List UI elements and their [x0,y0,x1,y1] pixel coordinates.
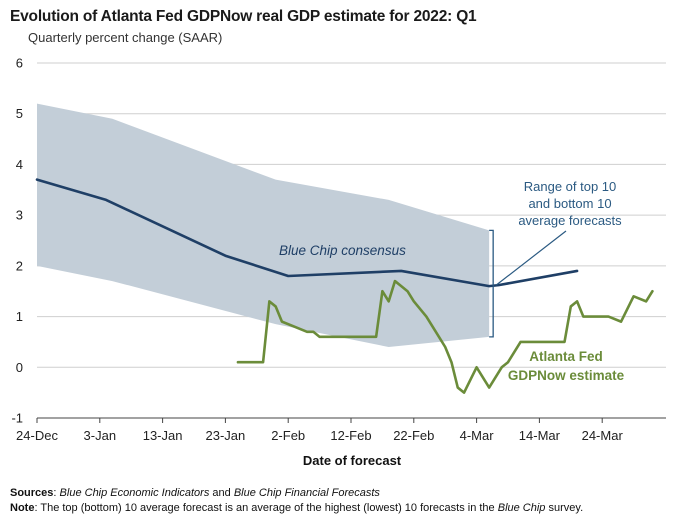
note-text-3: survey. [545,502,584,514]
x-tick-label: 4-Mar [460,428,495,443]
x-tick-label: 12-Feb [330,428,371,443]
band-layer [37,103,490,347]
x-tick-label: 24-Dec [16,428,58,443]
sources-label: Sources [10,487,54,499]
note-label: Note [10,502,35,514]
forecast-range-band [37,103,490,347]
y-tick-label: 0 [16,360,23,375]
range-label-line-2: and bottom 10 [528,196,611,211]
gdpnow-label-line-2: GDPNow estimate [508,368,625,383]
range-label-line-1: Range of top 10 [524,179,617,194]
y-tick-label: 6 [16,56,23,71]
gdp-chart: 6 5 4 3 2 1 0 -1 24-Dec 3-Jan 13-Jan 23-Jan 2-Feb 12-… [11,56,666,468]
axis-layer: 6 5 4 3 2 1 0 -1 24-Dec 3-Jan 13-Jan 23-Jan 2-Feb 12-… [11,56,666,468]
gdpnow-estimate-line [236,279,654,394]
y-tick-label: 1 [16,309,23,324]
x-tick-label: 2-Feb [271,428,305,443]
y-tick-label: -1 [11,411,23,426]
sources-line: Sources: Blue Chip Economic Indicators a… [10,487,380,499]
range-label-line-3: average forecasts [518,213,622,228]
range-callout-line [495,230,567,286]
annotation-layer: Range of top 10 and bottom 10 average fo… [279,179,625,383]
y-tick-label: 4 [16,157,23,172]
chart-subtitle: Quarterly percent change (SAAR) [28,30,223,45]
sources-text-3: Blue Chip Financial Forecasts [233,487,380,499]
x-tick-label: 24-Mar [582,428,624,443]
x-tick-label: 23-Jan [206,428,246,443]
footer: Sources: Blue Chip Economic Indicators a… [10,486,690,516]
sources-text-2: and [209,487,234,499]
x-tick-label: 22-Feb [393,428,434,443]
x-tick-label: 14-Mar [519,428,561,443]
series-layer [35,178,654,394]
x-tick-label: 13-Jan [143,428,183,443]
range-bracket [489,229,494,338]
note-line: Note: The top (bottom) 10 average foreca… [10,501,690,516]
x-tick-label: 3-Jan [84,428,117,443]
bluechip-label: Blue Chip consensus [279,243,406,258]
note-text-2: Blue Chip [497,502,546,514]
note-text-1: : The top (bottom) 10 average forecast i… [34,502,498,514]
y-tick-label: 3 [16,208,23,223]
bluechip-consensus-line [35,178,579,288]
y-tick-label: 2 [16,258,23,273]
y-tick-label: 5 [16,106,23,121]
gdpnow-label-line-1: Atlanta Fed [529,349,603,364]
x-axis-title: Date of forecast [303,453,402,468]
chart-title: Evolution of Atlanta Fed GDPNow real GDP… [10,8,477,25]
sources-text-1: Blue Chip Economic Indicators [59,487,210,499]
